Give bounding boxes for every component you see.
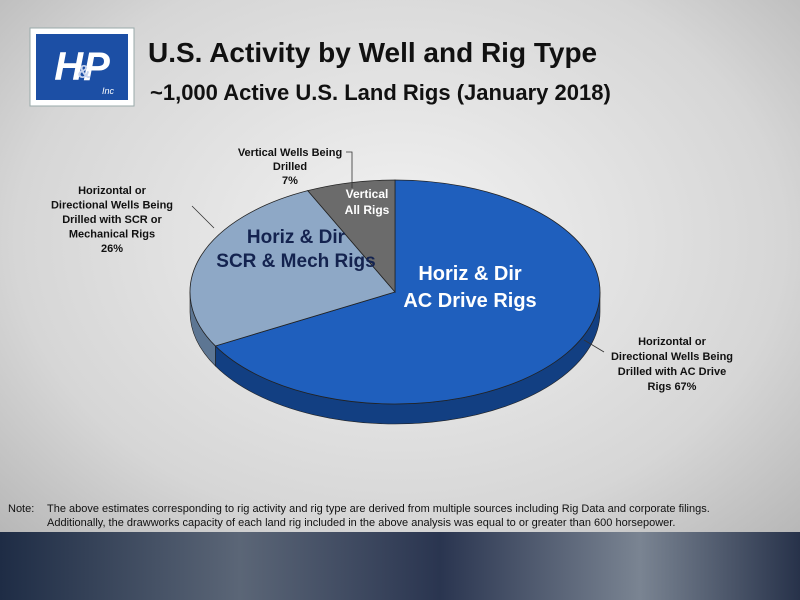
note-line: Additionally, the drawworks capacity of … <box>47 517 675 529</box>
logo-box <box>36 34 128 100</box>
category-line: Horizontal or <box>78 185 147 197</box>
slice-label: SCR & Mech Rigs <box>216 251 375 272</box>
note-label: Note: <box>8 503 34 515</box>
value-label: 67% <box>674 381 696 393</box>
slice-label: Horiz & Dir <box>247 227 346 248</box>
slice <box>306 179 396 294</box>
title: U.S. Activity by Well and Rig Type <box>148 37 597 68</box>
category-line: Horizontal or <box>638 336 707 348</box>
pie: Horiz & Dir AC Drive Rigs Horiz & Dir SCR &… <box>51 147 733 425</box>
leader-line <box>583 339 605 353</box>
category-line: Drilled <box>273 161 307 173</box>
category-line: Drilled with SCR or <box>62 214 162 226</box>
logo-amp: & <box>78 62 91 82</box>
note-line: The above estimates corresponding to rig… <box>47 503 710 515</box>
category-line: Rigs <box>648 381 672 393</box>
category-label: Vertical Wells Being Drilled 7% <box>238 147 342 187</box>
logo-text: HP <box>54 45 110 89</box>
logo: HP & Inc <box>29 27 135 107</box>
slice-label: Horiz & Dir <box>418 263 522 285</box>
leader-line <box>346 151 353 188</box>
category-line: Directional Wells Being <box>51 200 173 212</box>
slice-label: Vertical <box>346 187 389 201</box>
category-label: Horizontal or Directional Wells Being Dril… <box>611 336 733 393</box>
logo-inc: Inc <box>102 86 115 96</box>
category-line: Mechanical Rigs <box>69 229 155 241</box>
category-line: Vertical Wells Being <box>238 147 342 159</box>
slice-label: AC Drive Rigs <box>403 290 536 312</box>
category-line: Drilled with AC Drive <box>618 366 726 378</box>
subtitle: ~1,000 Active U.S. Land Rigs (January 20… <box>150 80 611 105</box>
slice <box>214 179 601 405</box>
slice-label: All Rigs <box>345 203 390 217</box>
photo-strip <box>0 532 800 600</box>
value-label: 26% <box>101 243 123 255</box>
leader-line <box>191 205 215 229</box>
value-label: 7% <box>282 175 298 187</box>
category-line: Directional Wells Being <box>611 351 733 363</box>
category-label: Horizontal or Directional Wells Being Dril… <box>51 185 173 255</box>
slice <box>189 190 396 347</box>
